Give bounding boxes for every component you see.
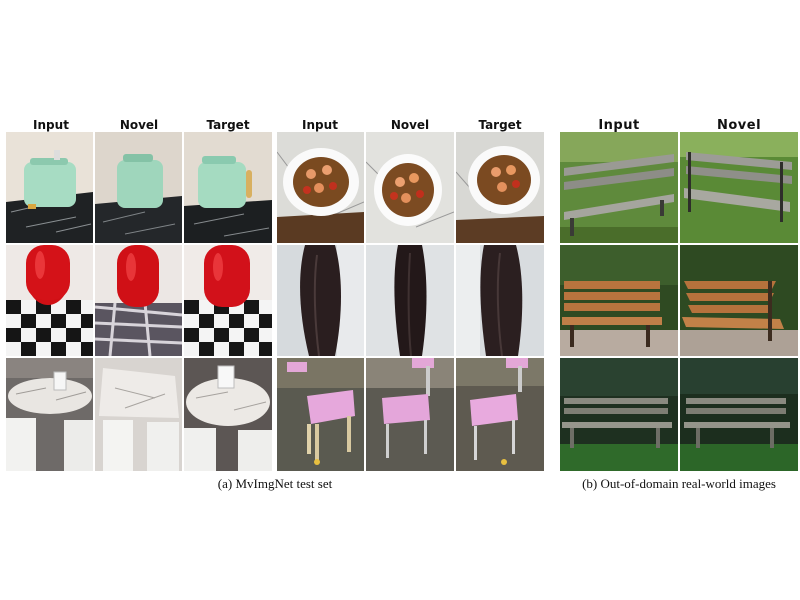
image-toaster-target: [184, 132, 272, 243]
header-a1-target: Target: [206, 118, 250, 132]
image-wooden-bench-input: [560, 245, 678, 356]
header-b-novel: Novel: [716, 118, 762, 133]
image-shrimp-dish-target: [456, 132, 544, 243]
image-pink-chair-novel: [366, 358, 454, 471]
header-b-input: Input: [598, 118, 640, 133]
image-park-bench-dark-novel: [680, 358, 798, 471]
image-pink-chair-target: [456, 358, 544, 471]
header-a2-input: Input: [302, 118, 338, 132]
image-marble-table-input: [6, 358, 93, 471]
image-red-vase-input: [6, 245, 93, 356]
image-park-bench-grass-input: [560, 132, 678, 243]
image-park-bench-grass-novel: [680, 132, 798, 243]
image-park-bench-dark-input: [560, 358, 678, 471]
caption-panel-b: (b) Out-of-domain real-world images: [582, 476, 776, 491]
image-dark-garment-input: [277, 245, 364, 356]
header-a1-novel: Novel: [119, 118, 159, 132]
caption-panel-a: (a) MvImgNet test set: [217, 476, 333, 491]
image-marble-table-target: [184, 358, 272, 471]
image-red-vase-novel: [95, 245, 182, 356]
image-wooden-bench-novel: [680, 245, 798, 356]
header-a2-novel: Novel: [390, 118, 430, 132]
image-red-vase-target: [184, 245, 272, 356]
image-toaster-input: [6, 132, 93, 243]
image-shrimp-dish-novel: [366, 132, 454, 243]
image-dark-garment-novel: [366, 245, 454, 356]
image-toaster-novel: [95, 132, 182, 243]
image-marble-table-novel: [95, 358, 182, 471]
image-dark-garment-target: [456, 245, 544, 356]
image-shrimp-dish-input: [277, 132, 364, 243]
header-a1-input: Input: [33, 118, 69, 132]
header-a2-target: Target: [478, 118, 522, 132]
image-pink-chair-input: [277, 358, 364, 471]
